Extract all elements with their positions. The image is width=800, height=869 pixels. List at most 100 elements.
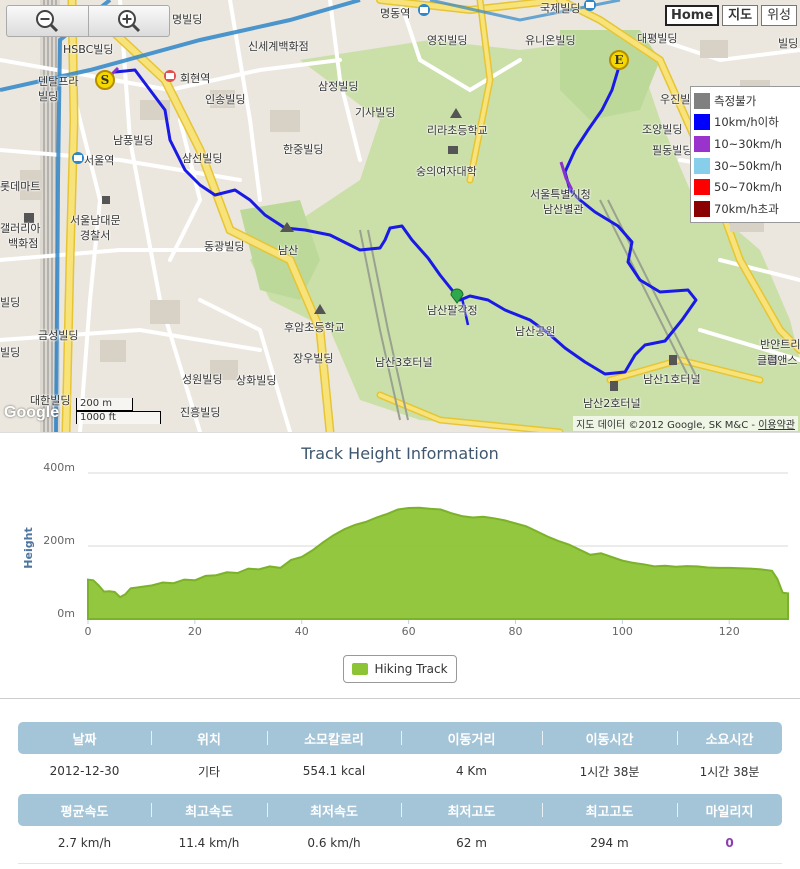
start-marker-label: S [100,73,110,87]
y-tick-label: 400m [43,461,75,474]
home-button[interactable]: Home [664,5,720,26]
map-label: 남산공원 [515,325,556,338]
value-min-altitude: 62 m [456,836,487,850]
y-tick-label: 200m [43,534,75,547]
map-label: 유니온빌딩 [525,34,576,47]
map-label: 기사빌딩 [355,106,396,119]
speed-legend-item: 70km/h초과 [694,198,800,220]
attribution-text: 지도 데이터 ©2012 Google, SK M&C - [576,420,755,431]
speed-legend-swatch [694,179,710,196]
chart-legend[interactable]: Hiking Track [343,655,457,683]
end-marker-label: E [614,53,624,67]
legend-swatch [352,663,369,675]
map-label: 서울특별시청 [530,188,591,201]
map-label: 명동역 [380,7,411,20]
header-avg-speed: 평균속도 [60,804,109,820]
value-total-time: 1시간 38분 [699,764,760,779]
speed-legend-swatch [694,200,710,217]
height-chart-svg: Track Height Information Height 0m 200m 40… [22,444,789,638]
map-scale: 200 m 1000 ft [76,398,161,424]
map-panel[interactable]: 명빌딩 HSBC빌딩 신세계백화점 명동역 국제빌딩 영진빌딩 유니온빌딩 대평… [0,0,800,432]
value-calories: 554.1 kcal [302,764,366,778]
map-label: 필동빌딩 [652,144,693,157]
chart-title: Track Height Information [300,444,499,463]
scale-metric: 200 m [76,398,133,411]
map-label: 신세계백화점 [248,40,309,53]
y-axis-label: Height [22,527,35,568]
map-label: 남산 [278,244,299,257]
x-tick-label: 20 [188,625,202,638]
value-min-speed: 0.6 km/h [307,836,361,850]
x-tick-label: 40 [295,625,309,638]
header-min-speed: 최저속도 [267,794,401,826]
stats-table-1: 날짜 위치 소모칼로리 이동거리 이동시간 소요시간 2012-12-30 기타… [18,722,782,788]
speed-legend-item: 50~70km/h [694,176,800,198]
speed-legend-item: 30~50km/h [694,155,800,177]
map-label: 후암초등학교 [284,321,345,334]
map-label: 롯데마트 [0,180,41,193]
map-label: 남풍빌딩 [113,134,154,147]
speed-legend-item: 측정불가 [694,90,800,112]
value-date: 2012-12-30 [49,764,120,778]
university-icon [448,146,458,154]
start-marker-icon[interactable]: S [95,70,115,90]
zoom-in-button[interactable] [87,6,170,36]
value-moving-time: 1시간 38분 [579,764,640,779]
map-label: 서울역 [84,154,115,167]
header-moving-time: 이동시간 [542,722,677,754]
map-label: 삼정빌딩 [318,80,359,93]
value-mileage[interactable]: 0 [725,836,734,850]
terms-link[interactable]: 이용약관 [758,420,795,431]
map-label: 명빌딩 [172,13,203,26]
stats-header-row: 평균속도 최고속도 최저속도 최저고도 최고고도 마일리지 [18,794,782,826]
map-canvas[interactable] [0,0,800,432]
map-label: 대평빌딩 [637,32,678,45]
map-label: 인송빌딩 [205,93,246,106]
stats-value-row: 2012-12-30 기타 554.1 kcal 4 Km 1시간 38분 1시… [18,754,782,788]
map-label: 대한빌딩 [30,394,71,407]
speed-legend-label: 50~70km/h [714,180,782,195]
map-view-button[interactable]: 지도 [722,5,759,26]
map-label: 덴탈프라 [38,75,79,88]
satellite-view-button[interactable]: 위성 [761,5,797,26]
zoom-out-icon [36,10,59,33]
scale-imperial: 1000 ft [76,411,161,424]
header-total-time: 소요시간 [677,722,782,754]
x-tick-label: 100 [612,625,633,638]
police-icon [102,196,110,204]
speed-legend-swatch [694,92,710,109]
school-icon [450,108,462,118]
zoom-in-icon [117,10,140,33]
map-label: 국제빌딩 [540,2,581,15]
x-tick-label: 120 [719,625,740,638]
map-label: 남산3호터널 [375,356,433,369]
y-tick-label: 0m [57,607,75,620]
map-label: 성원빌딩 [182,373,223,386]
stats-table-2: 평균속도 최고속도 최저속도 최저고도 최고고도 마일리지 2.7 km/h 1… [18,794,782,860]
table-bottom-line [18,863,782,864]
end-marker-icon[interactable]: E [609,50,629,70]
map-label: 남산1호터널 [643,373,701,386]
map-label: 백화점 [8,237,39,250]
header-max-altitude: 최고고도 [542,794,677,826]
header-min-altitude: 최저고도 [401,794,542,826]
value-max-altitude: 294 m [590,836,629,850]
map-label: 회현역 [180,72,211,85]
speed-legend: 측정불가 10km/h이하 10~30km/h 30~50km/h 50~70km/h 7… [690,86,800,223]
google-logo: Google [4,404,60,421]
map-label: 빌딩 [778,37,799,50]
map-label: 클럽앤스 [757,354,798,367]
header-max-speed: 최고속도 [151,794,267,826]
x-tick-label: 80 [508,625,522,638]
zoom-out-button[interactable] [7,6,88,36]
x-tick-label: 60 [402,625,416,638]
zoom-control [6,5,170,37]
speed-legend-label: 10~30km/h [714,136,782,151]
map-label: 금성빌딩 [38,329,79,342]
value-avg-speed: 2.7 km/h [57,836,112,850]
value-max-speed: 11.4 km/h [178,836,240,850]
header-calories: 소모칼로리 [267,722,401,754]
legend-label: Hiking Track [374,662,448,676]
map-label: 장우빌딩 [293,352,334,365]
shopping-icon [24,213,34,223]
